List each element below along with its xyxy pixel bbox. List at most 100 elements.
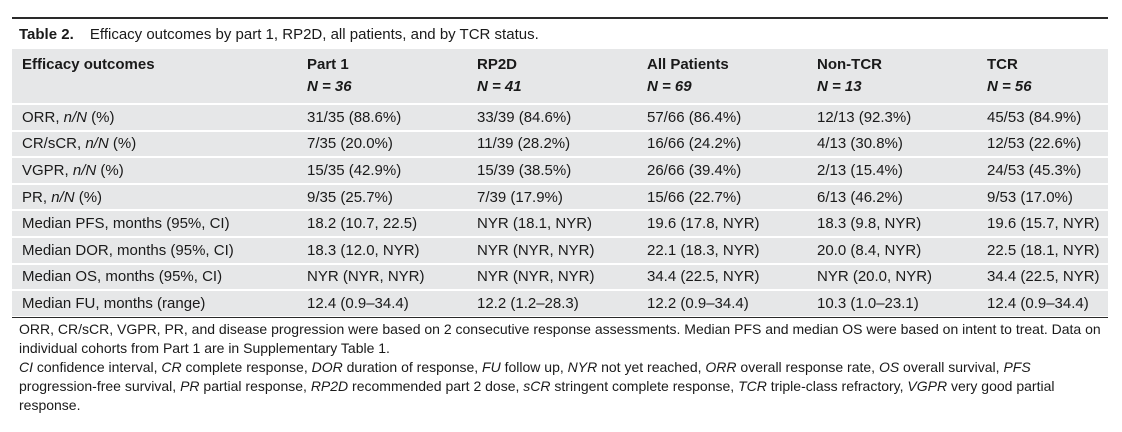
efficacy-table: Efficacy outcomes Part 1 RP2D All Patien…	[12, 49, 1108, 316]
table-cell: 10.3 (1.0–23.1)	[817, 289, 987, 316]
abbreviation-term: RP2D	[310, 378, 349, 394]
table-cell: 24/53 (45.3%)	[987, 156, 1108, 184]
row-label-suffix: (%)	[87, 108, 115, 126]
table-cell: 18.3 (9.8, NYR)	[817, 209, 987, 237]
table-cell: 2/13 (15.4%)	[817, 156, 987, 184]
table-cell: 57/66 (86.4%)	[647, 103, 817, 131]
table-cell: 7/39 (17.9%)	[477, 182, 647, 211]
table-notes: ORR, CR/sCR, VGPR, PR, and disease progr…	[19, 320, 1105, 415]
abbreviation-definition: triple-class refractory,	[766, 378, 908, 394]
row-label: ORR, n/N (%)	[12, 103, 307, 131]
row-label-text: Median FU, months (range)	[22, 294, 206, 312]
caption-label: Table 2.	[19, 26, 74, 43]
column-header: All Patients	[647, 56, 729, 73]
abbreviation-term: DOR	[311, 359, 343, 375]
row-label-italic: n/N	[72, 161, 97, 179]
abbreviation-definition: stringent complete response,	[550, 378, 739, 394]
row-label-suffix: (%)	[108, 135, 137, 153]
abbreviation-definition: not yet reached,	[597, 359, 706, 375]
top-rule	[12, 17, 1108, 19]
table-cell: 26/66 (39.4%)	[647, 156, 817, 184]
column-n: N = 13	[817, 78, 862, 95]
table-cell: 45/53 (84.9%)	[987, 103, 1108, 131]
table-cell: NYR (18.1, NYR)	[477, 209, 647, 237]
table-cell: 18.2 (10.7, 22.5)	[307, 209, 477, 237]
table-cell: NYR (NYR, NYR)	[307, 262, 477, 291]
table-cell: 34.4 (22.5, NYR)	[987, 262, 1108, 291]
abbreviation-definition: confidence interval,	[33, 359, 162, 375]
abbreviation-definition: follow up,	[500, 359, 568, 375]
abbreviation-term: OS	[878, 359, 900, 375]
row-label-text: CR/sCR,	[22, 135, 86, 153]
abbreviation-term: ORR	[705, 359, 737, 375]
abbreviation-definition: very good partial response.	[19, 378, 1055, 413]
table-row: PR, n/N (%) 9/35 (25.7%) 7/39 (17.9%) 15/66…	[12, 182, 1108, 211]
row-label-text: Median DOR, months (95%, CI)	[22, 241, 234, 259]
table-cell: 16/66 (24.2%)	[647, 129, 817, 158]
row-label: Median FU, months (range)	[12, 289, 307, 316]
table-row: VGPR, n/N (%) 15/35 (42.9%) 15/39 (38.5%) 2…	[12, 156, 1108, 184]
row-label: Median DOR, months (95%, CI)	[12, 235, 307, 264]
header-background	[12, 49, 1108, 103]
table-cell: 15/35 (42.9%)	[307, 156, 477, 184]
table-cell: 19.6 (17.8, NYR)	[647, 209, 817, 237]
table-cell: 20.0 (8.4, NYR)	[817, 235, 987, 264]
row-label-text: VGPR,	[22, 161, 73, 179]
table-cell: 4/13 (30.8%)	[817, 129, 987, 158]
table-cell: 11/39 (28.2%)	[477, 129, 647, 158]
header-n-row: N = 36 N = 41 N = 69 N = 13 N = 56	[12, 78, 1108, 104]
row-label-text: PR,	[22, 188, 52, 206]
table-cell: 33/39 (84.6%)	[477, 103, 647, 131]
table-cell: 12.2 (1.2–28.3)	[477, 289, 647, 316]
row-label-italic: n/N	[85, 135, 109, 153]
abbreviation-definition: recommended part 2 dose,	[348, 378, 524, 394]
table-row: Median OS, months (95%, CI) NYR (NYR, NYR…	[12, 262, 1108, 291]
row-label: Median OS, months (95%, CI)	[12, 262, 307, 291]
column-n: N = 41	[477, 78, 522, 95]
abbreviation-term: CR	[161, 359, 182, 375]
table-cell: 34.4 (22.5, NYR)	[647, 262, 817, 291]
column-n	[12, 78, 307, 104]
table-cell: 9/53 (17.0%)	[987, 182, 1108, 211]
column-header: Part 1	[307, 56, 349, 73]
row-label: CR/sCR, n/N (%)	[12, 129, 307, 158]
table-cell: 12.2 (0.9–34.4)	[647, 289, 817, 316]
table-cell: NYR (20.0, NYR)	[817, 262, 987, 291]
row-label-text: ORR,	[22, 108, 64, 126]
header-row: Efficacy outcomes Part 1 RP2D All Patien…	[12, 49, 1108, 78]
table-cell: 31/35 (88.6%)	[307, 103, 477, 131]
abbreviation-term: CI	[19, 359, 33, 375]
row-label-suffix: (%)	[96, 161, 124, 179]
column-n: N = 56	[987, 78, 1032, 95]
abbreviations: CI confidence interval, CR complete resp…	[19, 358, 1105, 415]
row-label-text: Median PFS, months (95%, CI)	[22, 215, 230, 233]
abbreviation-definition: overall survival,	[899, 359, 1004, 375]
table-cell: NYR (NYR, NYR)	[477, 262, 647, 291]
column-header: Non-TCR	[817, 56, 882, 73]
table-cell: 12.4 (0.9–34.4)	[987, 289, 1108, 316]
row-label: Median PFS, months (95%, CI)	[12, 209, 307, 237]
table-row: Median FU, months (range) 12.4 (0.9–34.4)…	[12, 289, 1108, 316]
table-cell: 15/66 (22.7%)	[647, 182, 817, 211]
row-label-italic: n/N	[51, 188, 75, 206]
table-cell: 12/13 (92.3%)	[817, 103, 987, 131]
abbreviation-definition: progression-free survival,	[19, 378, 181, 394]
table-cell: 12.4 (0.9–34.4)	[307, 289, 477, 316]
abbreviation-definition: duration of response,	[342, 359, 483, 375]
column-n: N = 69	[647, 78, 692, 95]
table-row: ORR, n/N (%) 31/35 (88.6%) 33/39 (84.6%) 57…	[12, 103, 1108, 131]
table-row: Median PFS, months (95%, CI) 18.2 (10.7, …	[12, 209, 1108, 237]
abbreviation-term: NYR	[567, 359, 598, 375]
column-header: Efficacy outcomes	[22, 56, 155, 73]
bottom-rule	[12, 317, 1108, 318]
table-cell: 22.5 (18.1, NYR)	[987, 235, 1108, 264]
abbreviation-term: TCR	[738, 378, 767, 394]
abbreviation-definition: overall response rate,	[736, 359, 879, 375]
table-cell: 18.3 (12.0, NYR)	[307, 235, 477, 264]
table-cell: 15/39 (38.5%)	[477, 156, 647, 184]
table-cell: 9/35 (25.7%)	[307, 182, 477, 211]
table-body: ORR, n/N (%) 31/35 (88.6%) 33/39 (84.6%) 57…	[12, 103, 1108, 316]
footnote: ORR, CR/sCR, VGPR, PR, and disease progr…	[19, 321, 1101, 356]
abbreviation-definition: partial response,	[199, 378, 311, 394]
